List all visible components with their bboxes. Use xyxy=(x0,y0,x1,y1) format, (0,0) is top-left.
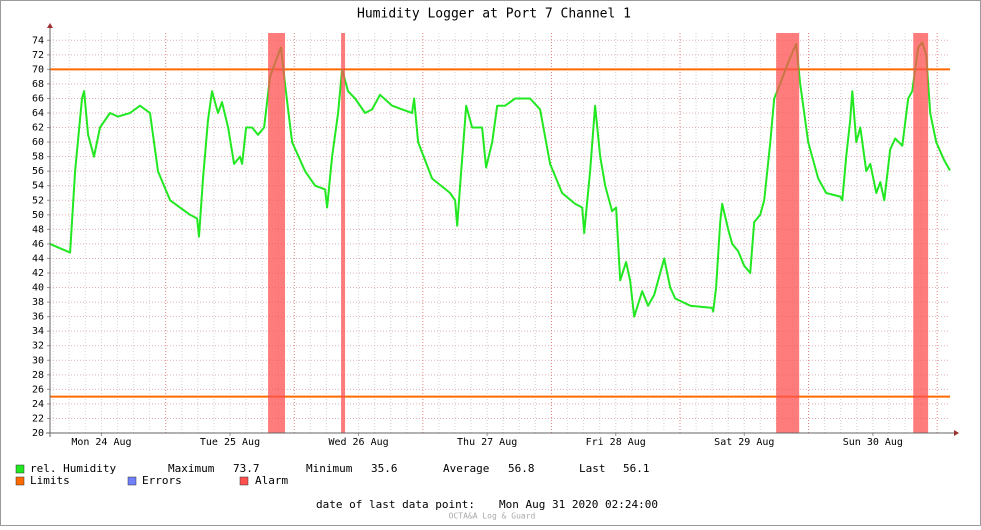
footer-label: date of last data point: xyxy=(316,498,475,511)
x-tick-label: Wed 26 Aug xyxy=(328,437,388,448)
stat-label: Average xyxy=(443,462,489,475)
data-line xyxy=(49,41,951,318)
y-tick-label: 62 xyxy=(32,123,44,134)
x-tick-label: Sun 30 Aug xyxy=(843,437,903,448)
y-tick-label: 74 xyxy=(32,35,44,46)
y-tick-label: 64 xyxy=(32,108,44,119)
alarm-band xyxy=(913,33,929,433)
x-tick-label: Sat 29 Aug xyxy=(714,437,774,448)
axis-arrow xyxy=(47,23,53,28)
y-tick-label: 32 xyxy=(32,341,44,352)
y-tick-label: 54 xyxy=(32,181,44,192)
y-tick-label: 42 xyxy=(32,268,44,279)
legend-label: Alarm xyxy=(255,474,288,487)
stat-label: Last xyxy=(579,462,606,475)
x-tick-label: Thu 27 Aug xyxy=(457,437,517,448)
alarm-band xyxy=(341,33,346,433)
y-tick-label: 56 xyxy=(32,166,44,177)
axis-arrow xyxy=(954,430,959,436)
legend-swatch xyxy=(15,464,25,474)
legend-swatch xyxy=(239,476,249,486)
stat-value: 73.7 xyxy=(233,462,260,475)
x-tick-label: Tue 25 Aug xyxy=(200,437,260,448)
watermark: OCTA&A Log & Guard xyxy=(449,512,536,521)
alarm-band xyxy=(776,33,800,433)
y-tick-label: 26 xyxy=(32,384,44,395)
legend-label: Limits xyxy=(30,474,70,487)
y-tick-label: 48 xyxy=(32,224,44,235)
y-tick-label: 30 xyxy=(32,355,44,366)
stat-label: Maximum xyxy=(168,462,215,475)
stat-value: 56.8 xyxy=(508,462,535,475)
legend-label: rel. Humidity xyxy=(30,462,116,475)
y-tick-label: 34 xyxy=(32,326,44,337)
y-tick-label: 38 xyxy=(32,297,44,308)
y-tick-label: 24 xyxy=(32,399,44,410)
x-tick-label: Mon 24 Aug xyxy=(71,437,131,448)
y-tick-label: 70 xyxy=(32,64,44,75)
legend-label: Errors xyxy=(142,474,182,487)
y-tick-label: 20 xyxy=(32,428,44,439)
y-tick-label: 46 xyxy=(32,239,44,250)
y-tick-label: 66 xyxy=(32,93,44,104)
footer-value: Mon Aug 31 2020 02:24:00 xyxy=(499,498,658,511)
y-tick-label: 40 xyxy=(32,283,44,294)
y-tick-label: 36 xyxy=(32,312,44,323)
stat-value: 35.6 xyxy=(371,462,398,475)
legend-swatch xyxy=(15,476,25,486)
y-tick-label: 50 xyxy=(32,210,44,221)
y-tick-label: 68 xyxy=(32,79,44,90)
y-tick-label: 28 xyxy=(32,370,44,381)
y-tick-label: 72 xyxy=(32,50,44,61)
y-tick-label: 52 xyxy=(32,195,44,206)
stat-label: Minimum xyxy=(306,462,353,475)
legend-swatch xyxy=(127,476,137,486)
y-tick-label: 22 xyxy=(32,413,44,424)
y-tick-label: 60 xyxy=(32,137,44,148)
alarm-band xyxy=(268,33,286,433)
y-tick-label: 58 xyxy=(32,152,44,163)
stat-value: 56.1 xyxy=(623,462,650,475)
y-tick-label: 44 xyxy=(32,253,44,264)
x-tick-label: Fri 28 Aug xyxy=(586,437,646,448)
chart-title: Humidity Logger at Port 7 Channel 1 xyxy=(357,7,631,22)
